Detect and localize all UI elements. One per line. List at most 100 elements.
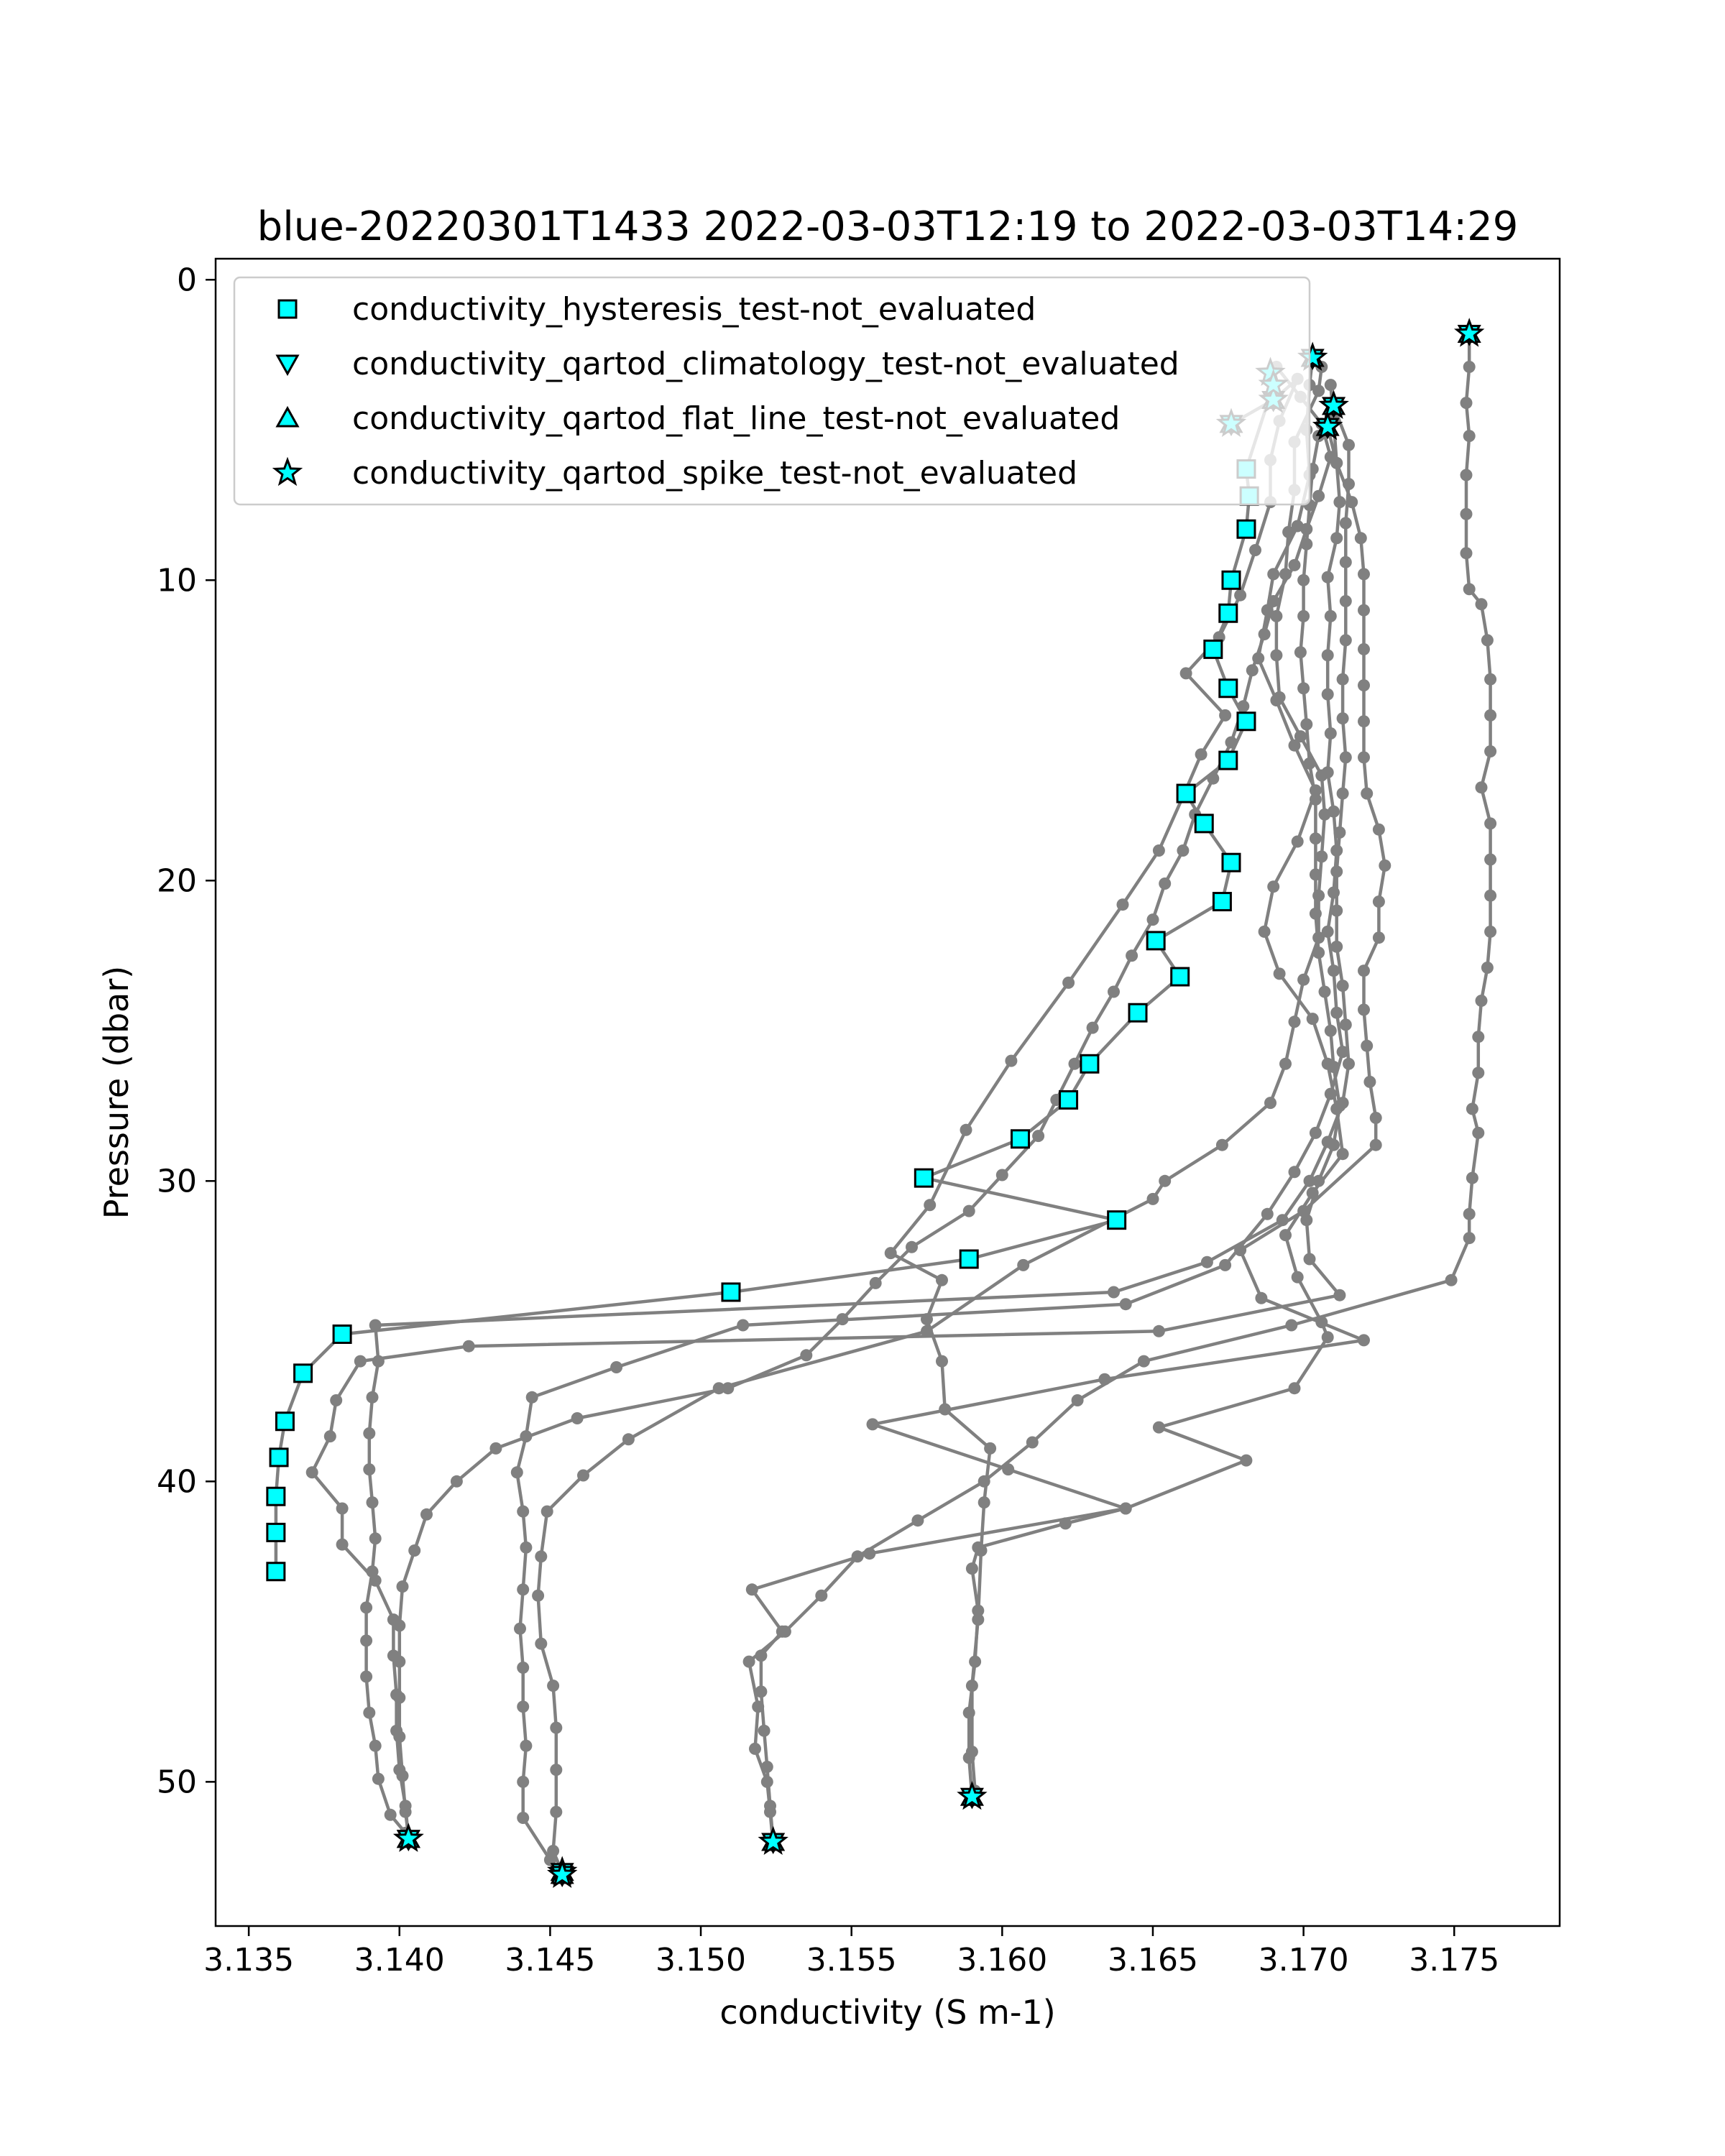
data-point [1098, 1373, 1110, 1386]
data-point [975, 1544, 988, 1557]
data-point [1237, 700, 1249, 712]
hysteresis-flag-marker [1147, 932, 1164, 949]
data-point [463, 1340, 475, 1353]
data-point [969, 1656, 981, 1668]
data-point [1358, 604, 1370, 617]
data-point [577, 1470, 589, 1482]
data-point [369, 1575, 382, 1587]
data-point [363, 1463, 375, 1475]
data-point [966, 1562, 978, 1575]
data-point [1120, 1298, 1132, 1310]
hysteresis-flag-marker [276, 1413, 293, 1430]
chart-title: blue-20220301T1433 2022-03-03T12:19 to 2… [257, 203, 1519, 250]
data-point [1481, 962, 1494, 974]
data-point [1259, 926, 1271, 938]
data-point [1322, 1331, 1334, 1343]
data-point [1108, 986, 1120, 998]
hysteresis-flag-marker [1238, 713, 1255, 730]
data-point [1358, 1004, 1370, 1016]
data-point [367, 1391, 379, 1404]
data-point [1322, 649, 1334, 661]
data-point [547, 1680, 559, 1692]
data-point [550, 1764, 562, 1776]
data-point [1282, 526, 1294, 538]
data-point [1460, 469, 1473, 482]
data-point [517, 1700, 529, 1713]
data-point [1294, 646, 1307, 658]
data-point [1276, 1214, 1289, 1226]
data-point [1337, 712, 1349, 724]
data-point [1304, 1253, 1316, 1266]
data-point [1304, 757, 1316, 770]
data-point [1300, 1214, 1312, 1226]
data-point [1252, 653, 1264, 665]
data-point [764, 1806, 776, 1818]
data-point [1358, 1334, 1370, 1346]
hysteresis-flag-marker [267, 1563, 285, 1580]
data-point [1476, 781, 1488, 793]
data-point [360, 1634, 372, 1646]
data-point [1069, 1058, 1081, 1070]
data-point [972, 1613, 984, 1626]
hysteresis-flag-marker [960, 1250, 978, 1268]
data-point [1322, 766, 1334, 778]
data-point [1379, 860, 1391, 872]
data-point [1463, 583, 1476, 595]
data-point [1270, 649, 1282, 661]
data-point [1234, 1244, 1246, 1256]
data-point [330, 1394, 342, 1406]
data-point [517, 1506, 529, 1518]
data-point [936, 1274, 948, 1286]
data-point [1207, 773, 1219, 785]
data-point [1373, 895, 1385, 908]
data-point [1472, 1067, 1484, 1079]
data-point [749, 1743, 761, 1755]
data-point [541, 1506, 553, 1518]
data-point [1138, 1355, 1150, 1368]
data-point [1292, 836, 1304, 848]
data-point [1201, 1256, 1213, 1268]
hysteresis-flag-marker [1108, 1212, 1126, 1229]
data-point [369, 1740, 382, 1752]
data-point [1289, 1015, 1301, 1028]
data-point [1328, 1139, 1340, 1151]
hysteresis-flag-marker [1081, 1055, 1098, 1072]
data-point [1108, 1286, 1120, 1299]
data-point [1343, 439, 1355, 451]
data-point [1343, 1058, 1355, 1070]
data-point [1310, 793, 1322, 806]
data-point [1300, 718, 1312, 730]
legend-label: conductivity_hysteresis_test-not_evaluat… [352, 291, 1036, 328]
data-point [1472, 1031, 1484, 1043]
data-point [966, 1680, 978, 1692]
data-point [1300, 523, 1312, 535]
hysteresis-flag-marker [1220, 680, 1237, 697]
data-point [1330, 905, 1343, 917]
x-tick-label: 3.175 [1409, 1942, 1499, 1978]
data-point [517, 1583, 529, 1595]
hysteresis-flag-marker [1223, 571, 1240, 589]
data-point [852, 1550, 864, 1562]
data-point [1270, 610, 1282, 622]
data-point [1340, 1018, 1352, 1031]
x-tick-label: 3.165 [1108, 1942, 1198, 1978]
data-point [1005, 1055, 1017, 1067]
data-point [1059, 1517, 1072, 1529]
data-point [535, 1638, 547, 1650]
data-point [885, 1247, 897, 1259]
data-point [1240, 1455, 1252, 1467]
data-point [393, 1731, 405, 1743]
data-point [1337, 1046, 1349, 1058]
data-point [400, 1806, 412, 1818]
y-tick-label: 50 [157, 1764, 197, 1800]
data-point [921, 1313, 933, 1325]
data-point [963, 1205, 975, 1217]
data-point [1325, 610, 1337, 622]
hysteresis-flag-marker [295, 1365, 312, 1382]
data-point [1333, 1289, 1346, 1302]
data-point [1484, 926, 1496, 938]
hysteresis-flag-marker [270, 1449, 288, 1466]
data-point [1346, 496, 1358, 508]
data-point [1289, 1382, 1301, 1394]
data-point [1310, 908, 1322, 920]
